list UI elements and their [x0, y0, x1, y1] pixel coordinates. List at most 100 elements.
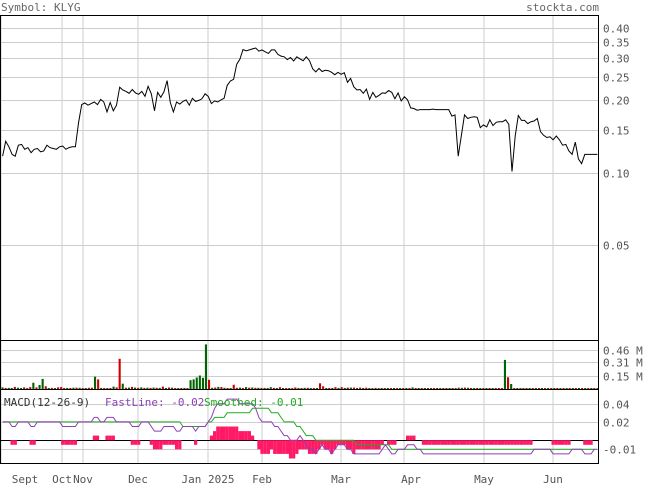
- volume-bar: [590, 388, 593, 389]
- volume-bar: [334, 387, 337, 389]
- macd-hist-bar: [149, 440, 153, 445]
- macd-hist-bar: [260, 440, 264, 454]
- price-tick-label: 0.10: [603, 168, 630, 181]
- volume-bar: [306, 387, 309, 389]
- volume-bar: [26, 388, 29, 389]
- volume-bar: [282, 388, 285, 389]
- volume-bar: [66, 387, 69, 389]
- volume-bar: [297, 387, 300, 389]
- volume-bar: [507, 377, 510, 389]
- macd-hist-bar: [583, 440, 587, 445]
- volume-bar: [32, 382, 35, 389]
- macd-hist-bar: [314, 440, 318, 454]
- volume-bar: [1, 387, 4, 389]
- site-label: stockta.com: [526, 1, 599, 14]
- macd-hist-bar: [557, 440, 562, 445]
- macd-hist-bar: [459, 440, 463, 445]
- volume-bar: [177, 388, 180, 389]
- macd-hist-bar: [244, 431, 248, 441]
- macd-hist-bar: [507, 440, 511, 445]
- volume-bar: [460, 387, 463, 389]
- volume-bar: [359, 387, 362, 389]
- macd-hist-bar: [345, 440, 350, 450]
- volume-bar: [204, 344, 207, 389]
- volume-bar: [118, 358, 121, 389]
- volume-bar: [127, 387, 130, 389]
- macd-hist-bar: [488, 440, 492, 445]
- volume-bar: [189, 380, 192, 389]
- macd-hist-bar: [491, 440, 495, 445]
- volume-bar: [503, 359, 506, 389]
- macd-hist-bar: [171, 440, 176, 445]
- macd-fast-line: [2, 398, 598, 455]
- volume-bar: [414, 388, 417, 389]
- volume-bar: [78, 387, 81, 389]
- volume-bar: [72, 387, 75, 389]
- macd-hist-bar: [228, 426, 232, 441]
- x-tick-label: Feb: [252, 473, 272, 486]
- macd-hist-bar: [564, 440, 568, 445]
- volume-bar: [356, 388, 359, 389]
- volume-bar: [201, 377, 204, 389]
- macd-hist-bar: [178, 440, 182, 450]
- macd-hist-bar: [472, 440, 476, 445]
- macd-hist-bar: [130, 440, 134, 445]
- price-line: [2, 47, 598, 172]
- x-tick-label: Nov: [73, 473, 93, 486]
- macd-hist-bar: [61, 440, 65, 445]
- volume-bar: [328, 388, 331, 389]
- price-tick-label: 0.15: [603, 125, 630, 138]
- macd-fast-legend: FastLine: -0.02: [105, 396, 204, 409]
- volume-bar: [467, 387, 470, 389]
- macd-hist-bar: [263, 440, 267, 454]
- price-tick-label: 0.20: [603, 95, 630, 108]
- volume-bar: [510, 384, 513, 389]
- volume-bar: [211, 387, 214, 389]
- volume-bar: [291, 388, 294, 389]
- volume-bar: [275, 388, 278, 389]
- volume-bar: [522, 388, 525, 389]
- volume-bar: [319, 383, 322, 389]
- macd-hist-bar: [111, 435, 115, 441]
- macd-hist-bar: [421, 440, 425, 445]
- macd-hist-bar: [194, 440, 198, 445]
- volume-bar: [312, 388, 315, 389]
- volume-bar: [389, 388, 392, 389]
- macd-hist-bar: [257, 440, 261, 450]
- volume-bar: [47, 388, 50, 389]
- volume-bar: [374, 387, 377, 389]
- macd-hist-bar: [453, 440, 457, 445]
- macd-hist-bar: [165, 440, 169, 445]
- volume-bar: [121, 383, 124, 389]
- volume-bar: [131, 386, 134, 389]
- macd-hist-bar: [406, 435, 410, 441]
- volume-axis-labels: 0.46 M0.31 M0.15 M: [603, 345, 643, 384]
- volume-bar: [38, 385, 41, 389]
- volume-bar: [513, 388, 516, 389]
- volume-bar: [442, 388, 445, 389]
- macd-hist-bar: [485, 440, 489, 445]
- macd-hist-bar: [137, 440, 141, 445]
- x-tick-label: Mar: [331, 473, 351, 486]
- macd-hist-bar: [519, 440, 524, 445]
- volume-bar: [124, 387, 127, 389]
- macd-hist-bar: [466, 440, 470, 445]
- volume-bar: [433, 388, 436, 389]
- macd-hist-bar: [162, 440, 166, 445]
- macd-hist-bar: [225, 426, 229, 441]
- volume-bar: [593, 388, 596, 389]
- volume-bar: [41, 378, 44, 389]
- volume-bar: [396, 388, 399, 389]
- volume-bar: [155, 387, 158, 389]
- macd-hist-bar: [238, 431, 242, 441]
- macd-hist-bar: [92, 435, 96, 441]
- volume-bar: [399, 388, 402, 389]
- volume-bar: [140, 387, 143, 389]
- macd-hist-bar: [292, 440, 296, 459]
- volume-bar: [143, 387, 146, 389]
- volume-bar: [300, 388, 303, 389]
- macd-hist-bar: [390, 440, 394, 445]
- x-tick-label: Oct: [52, 473, 72, 486]
- volume-bar: [35, 387, 38, 389]
- volume-bar: [377, 388, 380, 389]
